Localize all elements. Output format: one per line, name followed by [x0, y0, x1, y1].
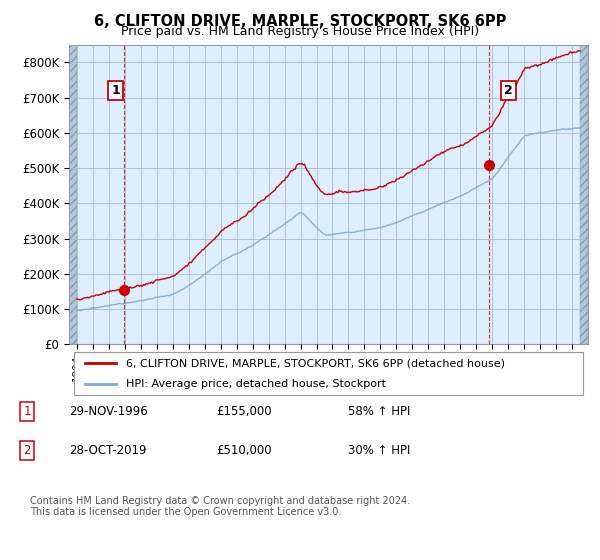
- Text: 6, CLIFTON DRIVE, MARPLE, STOCKPORT, SK6 6PP: 6, CLIFTON DRIVE, MARPLE, STOCKPORT, SK6…: [94, 14, 506, 29]
- Text: 2: 2: [23, 444, 31, 458]
- FancyBboxPatch shape: [74, 352, 583, 395]
- Text: 1: 1: [23, 405, 31, 418]
- Bar: [580, 45, 588, 344]
- Text: Price paid vs. HM Land Registry's House Price Index (HPI): Price paid vs. HM Land Registry's House …: [121, 25, 479, 38]
- Text: £510,000: £510,000: [216, 444, 272, 458]
- Bar: [69, 45, 77, 344]
- Text: 28-OCT-2019: 28-OCT-2019: [69, 444, 146, 458]
- Text: 58% ↑ HPI: 58% ↑ HPI: [348, 405, 410, 418]
- Text: Contains HM Land Registry data © Crown copyright and database right 2024.
This d: Contains HM Land Registry data © Crown c…: [30, 496, 410, 517]
- Text: 2: 2: [504, 84, 513, 97]
- Bar: [580, 45, 588, 344]
- Text: £155,000: £155,000: [216, 405, 272, 418]
- Text: 30% ↑ HPI: 30% ↑ HPI: [348, 444, 410, 458]
- Text: 29-NOV-1996: 29-NOV-1996: [69, 405, 148, 418]
- Text: 1: 1: [111, 84, 120, 97]
- Text: 6, CLIFTON DRIVE, MARPLE, STOCKPORT, SK6 6PP (detached house): 6, CLIFTON DRIVE, MARPLE, STOCKPORT, SK6…: [126, 358, 505, 368]
- Bar: [69, 45, 77, 344]
- Text: HPI: Average price, detached house, Stockport: HPI: Average price, detached house, Stoc…: [126, 379, 386, 389]
